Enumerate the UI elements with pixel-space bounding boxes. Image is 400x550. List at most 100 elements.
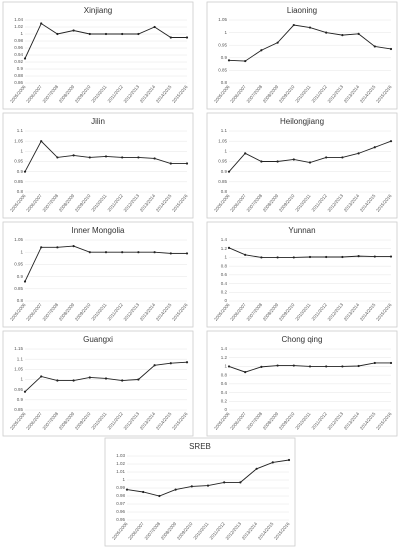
data-point bbox=[325, 31, 328, 34]
data-point bbox=[88, 376, 91, 379]
x-tick-label: 2015/2016 bbox=[375, 193, 393, 213]
y-tick-label: 1.01 bbox=[116, 469, 125, 474]
data-point bbox=[137, 251, 140, 254]
data-point bbox=[373, 255, 376, 258]
data-point bbox=[373, 361, 376, 365]
data-point bbox=[185, 361, 189, 364]
x-tick-label: 2010/2011 bbox=[90, 84, 108, 104]
y-tick-label: 0.9 bbox=[17, 397, 24, 402]
y-tick-label: 0.6 bbox=[221, 272, 228, 277]
y-tick-label: 1.2 bbox=[221, 355, 228, 360]
data-point bbox=[292, 256, 295, 259]
data-point bbox=[244, 253, 247, 256]
panel-border bbox=[2, 1, 194, 110]
y-tick-label: 1.05 bbox=[14, 138, 23, 143]
data-point bbox=[287, 458, 291, 462]
y-tick-label: 1.02 bbox=[14, 24, 23, 29]
y-tick-label: 0.95 bbox=[116, 517, 125, 522]
data-point bbox=[276, 160, 279, 163]
data-point bbox=[137, 32, 140, 36]
data-point bbox=[56, 156, 59, 159]
panel-border bbox=[206, 330, 398, 437]
data-point bbox=[227, 246, 231, 249]
y-tick-label: 0.9 bbox=[17, 66, 24, 71]
y-tick-label: 1 bbox=[224, 255, 227, 260]
y-tick-label: 1 bbox=[224, 364, 227, 369]
x-tick-label: 2010/2011 bbox=[294, 84, 312, 104]
data-point bbox=[88, 32, 91, 36]
y-tick-label: 0.95 bbox=[14, 159, 23, 164]
y-tick-label: 1.03 bbox=[116, 453, 125, 458]
y-tick-label: 1.05 bbox=[218, 138, 227, 143]
data-point bbox=[260, 160, 263, 163]
data-point bbox=[292, 158, 295, 161]
y-tick-label: 1.1 bbox=[17, 356, 24, 361]
data-point bbox=[325, 365, 328, 368]
chart-title: Yunnan bbox=[288, 226, 315, 235]
data-point bbox=[169, 36, 172, 39]
data-point bbox=[357, 255, 360, 258]
data-point bbox=[40, 375, 43, 378]
data-point bbox=[357, 364, 360, 368]
data-point bbox=[389, 255, 393, 258]
data-point bbox=[104, 377, 108, 380]
y-tick-label: 0.86 bbox=[14, 80, 23, 85]
data-point bbox=[341, 156, 344, 159]
y-tick-label: 0.6 bbox=[221, 381, 228, 386]
y-tick-label: 1.15 bbox=[14, 346, 23, 351]
data-point bbox=[158, 494, 161, 498]
y-tick-label: 1 bbox=[20, 149, 23, 154]
x-tick-label: 2015/2016 bbox=[171, 302, 189, 322]
data-point bbox=[341, 255, 344, 259]
data-line bbox=[126, 459, 290, 497]
x-tick-label: 2010/2011 bbox=[294, 193, 312, 213]
data-point bbox=[185, 36, 189, 39]
data-point bbox=[227, 59, 231, 62]
panel-border bbox=[2, 112, 194, 219]
data-point bbox=[292, 23, 295, 27]
data-point bbox=[88, 251, 91, 254]
y-tick-label: 0 bbox=[224, 407, 227, 412]
data-point bbox=[72, 154, 75, 157]
chart-title: Xinjiang bbox=[84, 6, 112, 15]
x-tick-label: 2015/2016 bbox=[273, 521, 291, 541]
x-tick-label: 2009/2010 bbox=[278, 302, 296, 322]
x-tick-label: 2010/2011 bbox=[294, 302, 312, 322]
y-tick-label: 0.8 bbox=[17, 189, 24, 194]
data-point bbox=[341, 365, 344, 368]
x-tick-label: 2009/2010 bbox=[278, 411, 296, 431]
data-point bbox=[185, 252, 189, 255]
data-point bbox=[244, 370, 247, 374]
data-point bbox=[325, 255, 328, 259]
y-tick-label: 0.9 bbox=[221, 169, 228, 174]
data-point bbox=[373, 45, 376, 48]
y-tick-label: 0.8 bbox=[221, 372, 228, 377]
data-point bbox=[23, 390, 27, 393]
y-tick-label: 0.85 bbox=[218, 179, 227, 184]
data-point bbox=[373, 146, 376, 149]
data-point bbox=[121, 32, 124, 36]
data-point bbox=[174, 488, 177, 491]
y-tick-label: 0.85 bbox=[14, 407, 23, 412]
y-tick-label: 0.8 bbox=[17, 298, 24, 303]
data-point bbox=[292, 364, 295, 367]
data-point bbox=[40, 246, 43, 249]
data-point bbox=[72, 245, 75, 248]
x-tick-label: 2015/2016 bbox=[171, 411, 189, 431]
data-point bbox=[227, 170, 231, 173]
data-point bbox=[357, 32, 360, 35]
data-line bbox=[24, 361, 188, 393]
data-point bbox=[357, 152, 360, 155]
data-point bbox=[23, 280, 27, 283]
y-tick-label: 0.95 bbox=[218, 159, 227, 164]
x-tick-label: 2009/2010 bbox=[176, 521, 194, 541]
data-point bbox=[276, 364, 279, 367]
data-point bbox=[104, 155, 108, 158]
data-point bbox=[341, 34, 344, 37]
y-tick-label: 0.88 bbox=[14, 73, 23, 78]
data-point bbox=[185, 162, 189, 165]
y-tick-label: 1.05 bbox=[218, 17, 227, 22]
y-tick-label: 1.1 bbox=[17, 128, 24, 133]
y-tick-label: 0.8 bbox=[221, 189, 228, 194]
data-point bbox=[88, 156, 91, 159]
